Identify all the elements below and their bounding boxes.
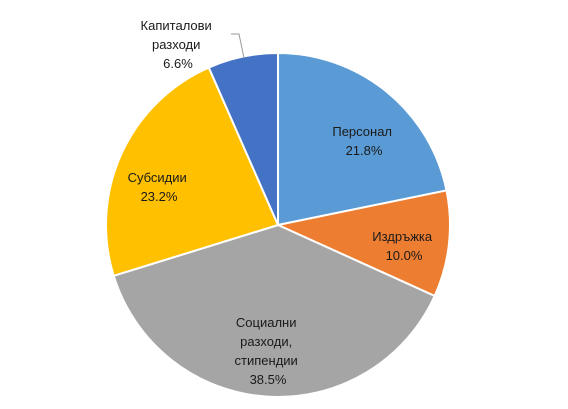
pie-slices	[105, 51, 451, 398]
pie-slice-personnel	[277, 51, 448, 227]
pie-slice-social	[112, 223, 437, 398]
pie-slice-capital	[207, 51, 279, 226]
slice-label-social: Социални разходи, стипендии 38.5%	[235, 315, 302, 387]
slice-label-maintenance: Издръжка 10.0%	[372, 229, 435, 263]
slice-labels: Персонал 21.8% Издръжка 10.0% Социални р…	[128, 18, 435, 387]
pie-slice-subsidies	[105, 66, 280, 278]
slice-label-capital: Капиталови разходи 6.6%	[141, 18, 216, 71]
capital-leader-line	[231, 33, 245, 59]
pie-slice-maintenance	[274, 189, 451, 298]
slice-label-personnel: Персонал 21.8%	[332, 124, 395, 158]
slice-label-subsidies: Субсидии 23.2%	[128, 170, 191, 204]
